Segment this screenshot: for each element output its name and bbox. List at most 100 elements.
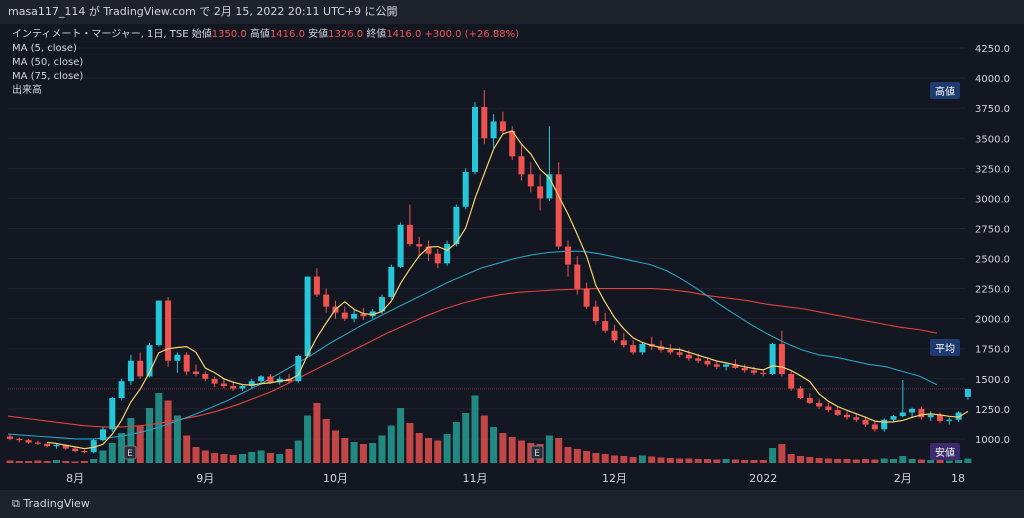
candle-body — [202, 373, 209, 379]
candle-body — [360, 313, 367, 317]
volume-bar — [601, 454, 609, 463]
volume-bar — [713, 459, 721, 463]
legend-open-label: 始値 — [191, 29, 212, 40]
candle-body — [769, 343, 776, 374]
candle-body — [313, 276, 320, 295]
legend-symbol-row: インティメート・マージャー, 1日, TSE 始値1350.0 高値1416.0… — [12, 28, 519, 42]
x-tick-label: 9月 — [196, 472, 214, 485]
volume-bar — [769, 448, 777, 463]
volume-bar — [118, 433, 126, 463]
legend-ma50[interactable]: MA (50, close) — [12, 57, 84, 68]
candle-body — [881, 419, 888, 430]
volume-bar — [638, 455, 646, 463]
candle-body — [146, 345, 153, 377]
legend-low: 1326.0 — [328, 29, 364, 40]
volume-bar — [908, 459, 916, 463]
y-tick-label: 2750.0 — [975, 224, 1010, 235]
candle-body — [90, 440, 97, 453]
volume-bar — [704, 459, 711, 463]
footer-brand[interactable]: TradingView — [23, 497, 90, 510]
candle-body — [7, 436, 13, 439]
candle-body — [713, 364, 720, 367]
volume-bar — [80, 461, 88, 463]
volume-bar — [555, 438, 563, 463]
candle-body — [416, 244, 423, 247]
candle-body — [34, 442, 41, 444]
volume-bar — [192, 447, 200, 463]
low-price-tag: 安値 — [930, 443, 960, 460]
candle-body — [964, 388, 971, 397]
candle-body — [444, 244, 451, 264]
legend-ma75[interactable]: MA (75, close) — [12, 71, 84, 82]
volume-bar — [490, 427, 498, 463]
volume-bar — [350, 442, 358, 463]
candle-body — [258, 376, 265, 382]
candle-body — [490, 121, 497, 139]
volume-bar — [797, 456, 804, 463]
legend-open: 1350.0 — [211, 29, 247, 40]
volume-bar — [936, 460, 944, 463]
candle-body — [267, 376, 274, 383]
volume-bar — [201, 450, 209, 463]
candle-body — [304, 276, 311, 356]
volume-bar — [425, 438, 432, 463]
volume-bar — [6, 460, 14, 463]
volume-bar — [443, 434, 451, 463]
volume-bar — [164, 400, 172, 463]
x-tick-label: 2022 — [749, 472, 777, 485]
candle-body — [127, 360, 134, 382]
x-axis: 8月 9月 10月 11月 12月 2022 2月 18 — [66, 472, 965, 485]
volume-bar — [229, 455, 237, 463]
candle-body — [871, 424, 878, 430]
candle-body — [620, 340, 627, 346]
earnings-marker-label: E — [127, 449, 133, 459]
volume-bar — [359, 444, 367, 463]
volume-bar — [369, 443, 377, 463]
x-tick-label: 18 — [951, 472, 965, 485]
volume-bars — [6, 393, 972, 463]
candle-body — [481, 106, 488, 139]
volume-bar — [666, 458, 674, 463]
volume-bar — [183, 435, 191, 463]
publish-info-text: masa117_114 が TradingView.com で 2月 15, 2… — [8, 5, 398, 18]
candle-body — [732, 364, 739, 368]
legend-volume[interactable]: 出来高 — [12, 85, 42, 96]
candle-body — [323, 294, 330, 307]
legend-ma5[interactable]: MA (5, close) — [12, 43, 77, 54]
candle-body — [518, 156, 525, 175]
volume-bar — [220, 454, 228, 463]
candle-body — [946, 419, 953, 421]
legend-low-label: 安値 — [308, 29, 329, 40]
volume-bar — [648, 456, 656, 463]
candle-body — [955, 412, 962, 420]
legend-high: 1416.0 — [269, 29, 305, 40]
volume-bar — [127, 418, 135, 463]
volume-bar — [927, 460, 935, 463]
volume-bar — [583, 451, 591, 463]
candle-body — [16, 438, 23, 441]
volume-bar — [592, 453, 600, 463]
volume-bar — [378, 435, 386, 463]
candle-body — [44, 443, 51, 447]
y-axis: 1000.0 1250.0 1500.0 1750.0 2000.0 2250.0 2500… — [975, 44, 1010, 446]
candle-body — [909, 408, 916, 413]
volume-bar — [452, 422, 460, 463]
candle-body — [574, 264, 581, 289]
tradingview-logo-icon[interactable]: ⧉ — [12, 497, 20, 510]
volume-bar — [294, 440, 302, 463]
candle-body — [425, 246, 432, 254]
y-tick-label: 4250.0 — [975, 44, 1010, 55]
candle-body — [937, 414, 943, 421]
candle-body — [155, 300, 162, 346]
earnings-marker-box — [123, 445, 137, 460]
y-tick-label: 1500.0 — [975, 375, 1010, 386]
volume-bar — [722, 459, 730, 463]
volume-bar — [480, 415, 488, 463]
candle-body — [509, 131, 516, 157]
volume-bar — [750, 460, 758, 463]
candle-body — [220, 383, 227, 387]
x-tick-label: 8月 — [66, 472, 84, 485]
volume-bar — [824, 458, 832, 463]
candle-body — [890, 416, 897, 420]
